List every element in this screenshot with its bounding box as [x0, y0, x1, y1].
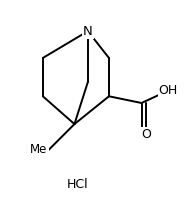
Text: OH: OH	[159, 84, 178, 97]
Text: HCl: HCl	[67, 178, 88, 191]
Text: O: O	[141, 128, 151, 141]
Text: N: N	[83, 25, 93, 38]
Text: Me: Me	[30, 143, 48, 156]
